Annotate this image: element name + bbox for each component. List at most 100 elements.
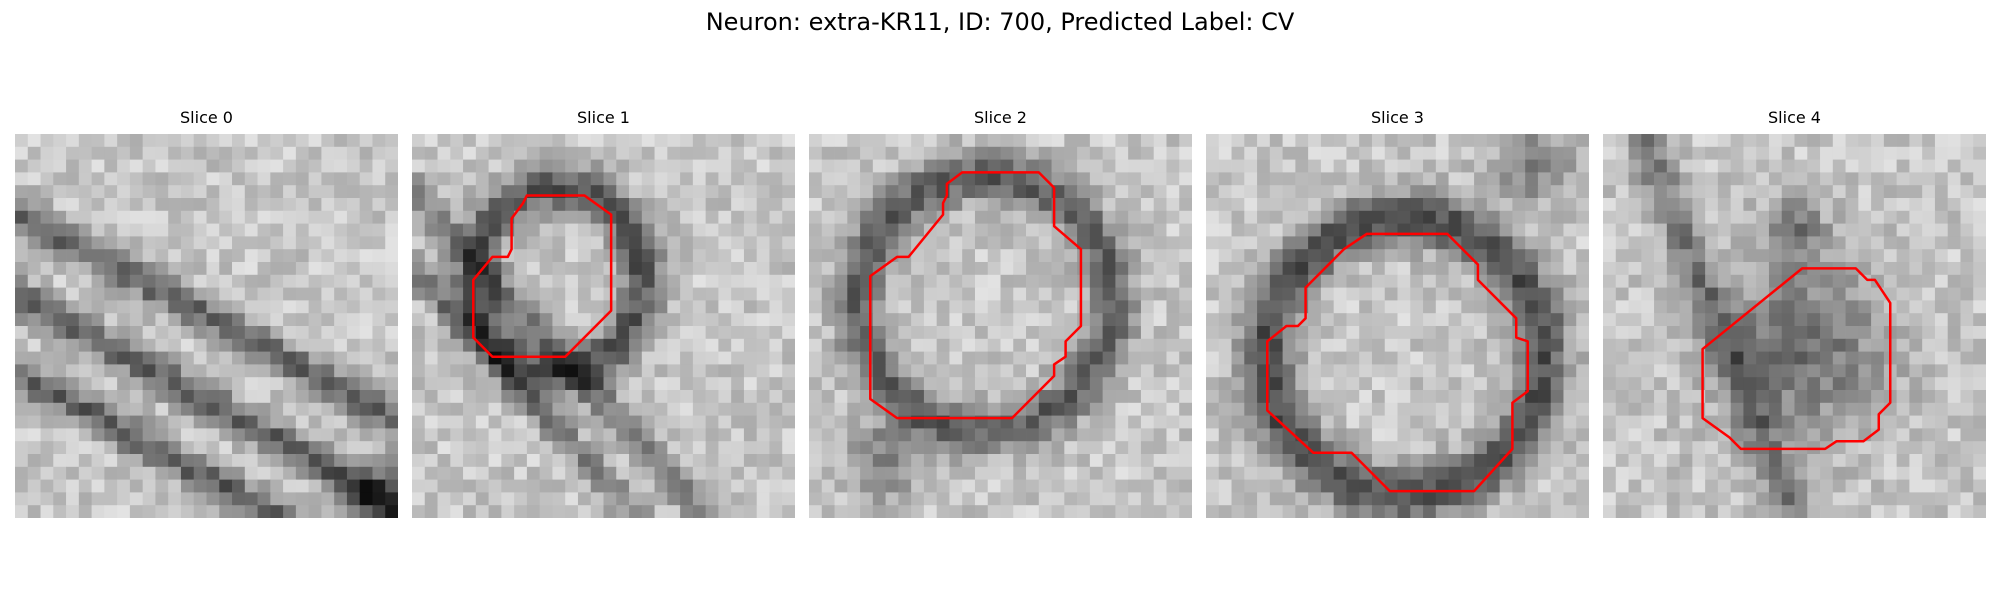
image-pixel <box>104 134 118 148</box>
image-pixel <box>1153 492 1167 506</box>
image-pixel <box>1896 377 1910 391</box>
image-pixel <box>654 300 668 314</box>
image-pixel <box>1525 197 1539 212</box>
image-pixel <box>244 326 258 340</box>
image-pixel <box>1218 262 1232 276</box>
image-pixel <box>1525 223 1539 237</box>
image-pixel <box>193 262 207 276</box>
image-pixel <box>1807 300 1821 314</box>
image-pixel <box>1486 313 1501 327</box>
image-pixel <box>1858 415 1872 429</box>
image-pixel <box>117 185 131 199</box>
image-pixel <box>359 466 373 480</box>
image-pixel <box>1794 479 1808 493</box>
image-pixel <box>705 313 719 327</box>
image-pixel <box>1960 326 1974 340</box>
image-pixel <box>1140 287 1155 301</box>
image-pixel <box>1282 441 1296 455</box>
image-pixel <box>385 441 398 455</box>
image-pixel <box>424 479 438 493</box>
image-pixel <box>1474 505 1488 518</box>
image-pixel <box>949 466 963 480</box>
image-pixel <box>743 274 758 288</box>
image-pixel <box>450 172 464 186</box>
image-pixel <box>962 377 976 391</box>
image-pixel <box>359 172 373 186</box>
image-pixel <box>1922 159 1936 173</box>
image-pixel <box>962 454 976 468</box>
image-pixel <box>577 377 592 391</box>
image-pixel <box>1231 338 1245 352</box>
image-pixel <box>718 454 732 468</box>
image-pixel <box>475 364 489 378</box>
image-pixel <box>488 185 502 199</box>
image-pixel <box>40 415 54 429</box>
image-pixel <box>1179 351 1192 365</box>
image-pixel <box>1102 185 1116 199</box>
image-pixel <box>565 492 579 506</box>
image-pixel <box>731 364 745 378</box>
image-pixel <box>193 466 207 480</box>
image-pixel <box>1960 262 1974 276</box>
image-pixel <box>1269 428 1283 442</box>
image-pixel <box>206 351 220 365</box>
image-pixel <box>359 377 373 391</box>
image-pixel <box>1781 402 1795 416</box>
image-pixel <box>1102 313 1116 327</box>
image-pixel <box>1333 249 1347 263</box>
image-pixel <box>1423 377 1437 391</box>
image-pixel <box>385 313 398 327</box>
image-pixel <box>949 338 963 352</box>
image-pixel <box>1423 415 1437 429</box>
image-pixel <box>821 274 835 288</box>
image-pixel <box>1140 326 1155 340</box>
image-pixel <box>206 326 220 340</box>
image-pixel <box>743 172 758 186</box>
image-pixel <box>1206 390 1220 404</box>
image-pixel <box>346 479 361 493</box>
image-pixel <box>1679 351 1693 365</box>
image-pixel <box>1628 185 1642 199</box>
image-pixel <box>1115 326 1129 340</box>
image-pixel <box>40 454 54 468</box>
image-pixel <box>1257 236 1271 250</box>
image-pixel <box>539 351 553 365</box>
image-pixel <box>1909 134 1923 148</box>
image-pixel <box>1922 351 1936 365</box>
image-pixel <box>1896 210 1910 224</box>
image-pixel <box>514 428 528 442</box>
image-pixel <box>1666 428 1680 442</box>
image-pixel <box>1743 326 1757 340</box>
image-pixel <box>1615 262 1629 276</box>
image-pixel <box>1166 441 1180 455</box>
image-pixel <box>1794 466 1808 480</box>
image-pixel <box>1512 172 1526 186</box>
image-pixel <box>1615 185 1629 199</box>
image-pixel <box>1654 159 1668 173</box>
image-pixel <box>66 428 80 442</box>
image-pixel <box>1397 287 1411 301</box>
image-pixel <box>1768 466 1783 480</box>
image-pixel <box>1705 415 1719 429</box>
image-pixel <box>283 172 297 186</box>
image-pixel <box>898 441 912 455</box>
image-pixel <box>1537 351 1552 365</box>
image-pixel <box>539 287 553 301</box>
image-pixel <box>1397 402 1411 416</box>
image-pixel <box>1563 300 1577 314</box>
image-pixel <box>641 185 655 199</box>
image-pixel <box>974 287 989 301</box>
image-pixel <box>987 159 1001 173</box>
image-pixel <box>936 172 950 186</box>
image-pixel <box>1206 134 1220 148</box>
image-pixel <box>1973 262 1986 276</box>
image-pixel <box>1883 172 1898 186</box>
image-pixel <box>1179 197 1192 212</box>
image-pixel <box>885 287 899 301</box>
image-pixel <box>1128 249 1142 263</box>
image-pixel <box>232 287 246 301</box>
image-pixel <box>1397 172 1411 186</box>
image-pixel <box>923 236 938 250</box>
image-pixel <box>1179 249 1192 263</box>
image-pixel <box>219 134 233 148</box>
